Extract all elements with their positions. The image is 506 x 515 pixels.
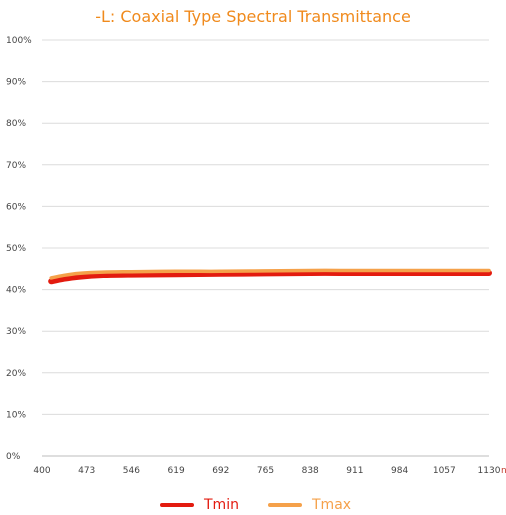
legend: Tmin Tmax xyxy=(0,496,506,515)
x-tick-label: 1057 xyxy=(433,466,456,476)
y-tick-label: 100% xyxy=(6,36,32,46)
x-unit-label: nm xyxy=(501,466,506,476)
x-tick-label: 911 xyxy=(346,466,363,476)
y-tick-label: 50% xyxy=(6,244,26,254)
x-tick-label: 984 xyxy=(391,466,408,476)
legend-item-tmin: Tmin xyxy=(160,496,239,514)
x-tick-label: 473 xyxy=(78,466,95,476)
y-tick-label: 0% xyxy=(6,452,21,462)
y-tick-label: 70% xyxy=(6,161,26,171)
y-tick-label: 90% xyxy=(6,78,26,88)
y-tick-label: 40% xyxy=(6,286,26,296)
chart-title: -L: Coaxial Type Spectral Transmittance xyxy=(95,7,411,26)
legend-swatch-tmin xyxy=(160,503,194,507)
series-line-tmin xyxy=(48,269,492,285)
x-tick-label: 838 xyxy=(302,466,319,476)
x-tick-label: 400 xyxy=(33,466,50,476)
chart-plot: 0% 10% 20% 30% 40% 50% 60% 70% 80% 90% 100% 400 473 5… xyxy=(6,36,506,476)
y-tick-label: 60% xyxy=(6,202,26,212)
legend-swatch-tmax xyxy=(268,503,302,507)
x-tick-label: 619 xyxy=(168,466,185,476)
legend-item-tmax: Tmax xyxy=(268,496,351,514)
x-tick-label: 765 xyxy=(257,466,274,476)
y-tick-label: 80% xyxy=(6,119,26,129)
x-tick-label: 692 xyxy=(212,466,229,476)
legend-label-tmax: Tmax xyxy=(312,497,352,513)
y-tick-label: 20% xyxy=(6,369,26,379)
y-tick-label: 30% xyxy=(6,327,26,337)
y-tick-label: 10% xyxy=(6,410,26,420)
x-tick-label: 546 xyxy=(123,466,140,476)
legend-label-tmin: Tmin xyxy=(204,497,239,513)
series-line-tmax xyxy=(49,268,491,280)
x-tick-label: 1130 xyxy=(478,466,501,476)
